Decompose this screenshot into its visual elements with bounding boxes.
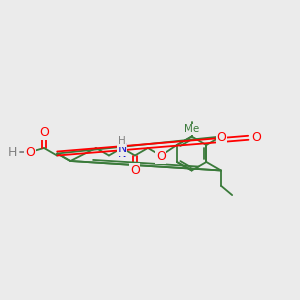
Text: N: N: [117, 142, 127, 155]
Text: Me: Me: [184, 124, 199, 134]
Text: O: O: [130, 164, 140, 177]
Text: H: H: [118, 136, 126, 146]
Text: O: O: [216, 131, 226, 144]
Text: H
N: H N: [118, 137, 126, 159]
Text: O: O: [25, 146, 35, 160]
Text: O: O: [156, 150, 166, 163]
Text: O: O: [39, 127, 49, 140]
Text: O: O: [251, 131, 261, 144]
Text: H: H: [8, 146, 17, 158]
